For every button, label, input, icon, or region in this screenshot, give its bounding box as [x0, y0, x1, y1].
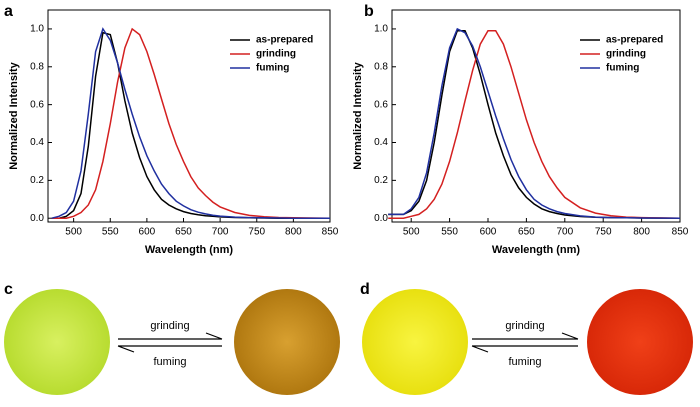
plot-frame	[47, 9, 331, 223]
x-tick-label: 700	[212, 227, 229, 238]
series-line	[388, 27, 681, 219]
panel-label: c	[4, 281, 13, 298]
y-tick-label: 0.0	[374, 213, 388, 224]
panel-label: a	[4, 3, 13, 20]
x-tick-label: 700	[556, 227, 573, 238]
y-tick-label: 0.2	[374, 175, 388, 186]
y-tick-label: 0.8	[374, 61, 388, 72]
arrow-label: grinding	[505, 320, 544, 332]
x-tick-label: 650	[175, 227, 192, 238]
y-tick-label: 0.2	[30, 175, 44, 186]
x-tick-label: 650	[518, 227, 535, 238]
y-tick-label: 0.4	[374, 137, 388, 148]
panel-label: b	[364, 3, 374, 20]
legend-label: fuming	[606, 63, 639, 74]
arrow-label: fuming	[508, 356, 541, 368]
series-line	[51, 27, 331, 219]
sample-photo	[234, 289, 340, 395]
y-axis-label: Normalized Intensity	[8, 61, 20, 169]
arrow-label: grinding	[150, 320, 189, 332]
x-tick-label: 850	[672, 227, 689, 238]
x-tick-label: 750	[595, 227, 612, 238]
sample-photo	[4, 289, 110, 395]
x-tick-label: 600	[480, 227, 497, 238]
y-tick-label: 1.0	[30, 24, 44, 35]
series-line	[51, 31, 330, 219]
x-tick-label: 600	[139, 227, 156, 238]
y-tick-label: 0.6	[374, 99, 388, 110]
x-tick-label: 500	[65, 227, 82, 238]
y-tick-label: 1.0	[374, 24, 388, 35]
x-tick-label: 800	[285, 227, 302, 238]
legend-label: grinding	[606, 49, 646, 60]
x-tick-label: 850	[322, 227, 339, 238]
arrows	[471, 332, 579, 353]
legend-label: fuming	[256, 63, 289, 74]
x-tick-label: 500	[403, 227, 420, 238]
y-tick-label: 0.4	[30, 137, 44, 148]
plot-frame	[391, 9, 681, 223]
x-tick-label: 800	[633, 227, 650, 238]
panel-label: d	[360, 281, 370, 298]
legend-label: grinding	[256, 49, 296, 60]
y-tick-label: 0.0	[30, 213, 44, 224]
x-axis-label: Wavelength (nm)	[145, 244, 234, 256]
x-tick-label: 550	[102, 227, 119, 238]
x-axis-label: Wavelength (nm)	[492, 244, 581, 256]
x-tick-label: 750	[248, 227, 265, 238]
series-line	[388, 30, 681, 219]
y-axis-label: Normalized Intensity	[352, 61, 364, 169]
y-tick-label: 0.6	[30, 99, 44, 110]
arrow-label: fuming	[153, 356, 186, 368]
sample-photo	[587, 289, 693, 395]
arrows	[117, 332, 223, 353]
y-tick-label: 0.8	[30, 61, 44, 72]
series-line	[51, 27, 330, 219]
x-tick-label: 550	[441, 227, 458, 238]
legend-label: as-prepared	[256, 35, 313, 46]
legend-label: as-prepared	[606, 35, 663, 46]
sample-photo	[362, 289, 468, 395]
